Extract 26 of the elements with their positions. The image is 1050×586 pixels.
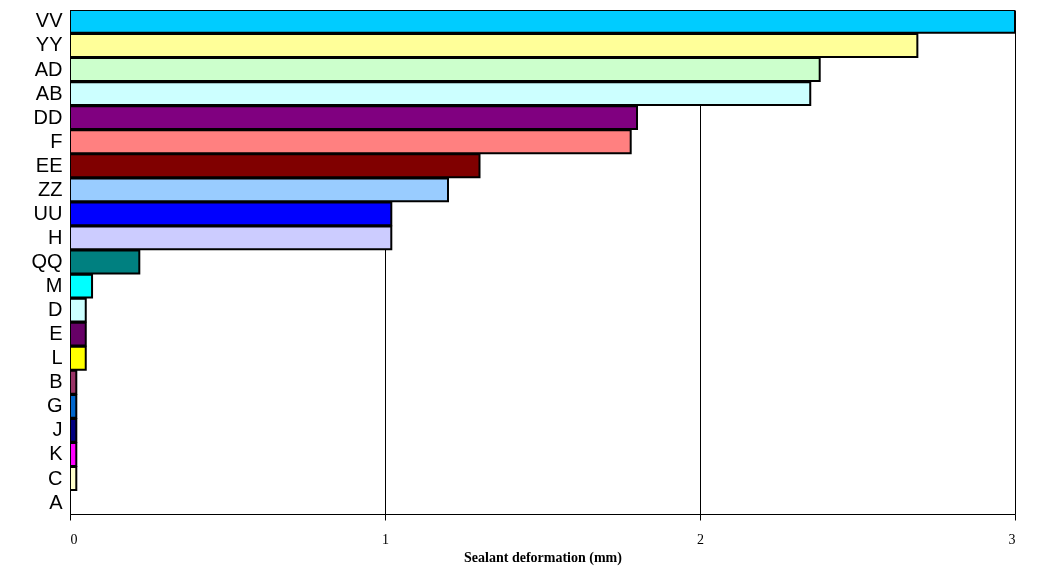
y-tick-label: H <box>48 225 63 248</box>
y-tick-label: AD <box>34 57 63 80</box>
y-tick-label: F <box>50 129 63 152</box>
y-tick-label: QQ <box>31 250 63 272</box>
y-tick-label: G <box>46 394 63 417</box>
y-tick-label: VV <box>35 9 64 32</box>
y-tick-label: C <box>48 466 63 489</box>
y-tick-label: D <box>48 298 63 321</box>
y-tick-label: K <box>49 442 64 465</box>
y-tick-label: M <box>45 274 63 297</box>
y-tick-label: AB <box>35 81 63 104</box>
x-tick-label: 0 <box>70 531 78 547</box>
y-tick-label: DD <box>33 105 63 128</box>
x-tick-label: 3 <box>1008 531 1016 547</box>
y-tick-label: E <box>49 322 63 345</box>
x-axis-title: Sealant deformation (mm) <box>464 549 623 566</box>
y-tick-label: YY <box>35 33 63 56</box>
y-tick-label: EE <box>35 153 63 176</box>
y-tick-label: J <box>52 418 63 441</box>
y-tick-label: UU <box>33 201 63 224</box>
y-tick-label: A <box>49 490 64 513</box>
x-tick-label: 1 <box>382 531 389 547</box>
x-tick-label: 2 <box>697 531 704 547</box>
y-tick-label: B <box>49 370 63 393</box>
y-tick-label: L <box>51 346 63 369</box>
y-tick-label: ZZ <box>38 177 63 200</box>
